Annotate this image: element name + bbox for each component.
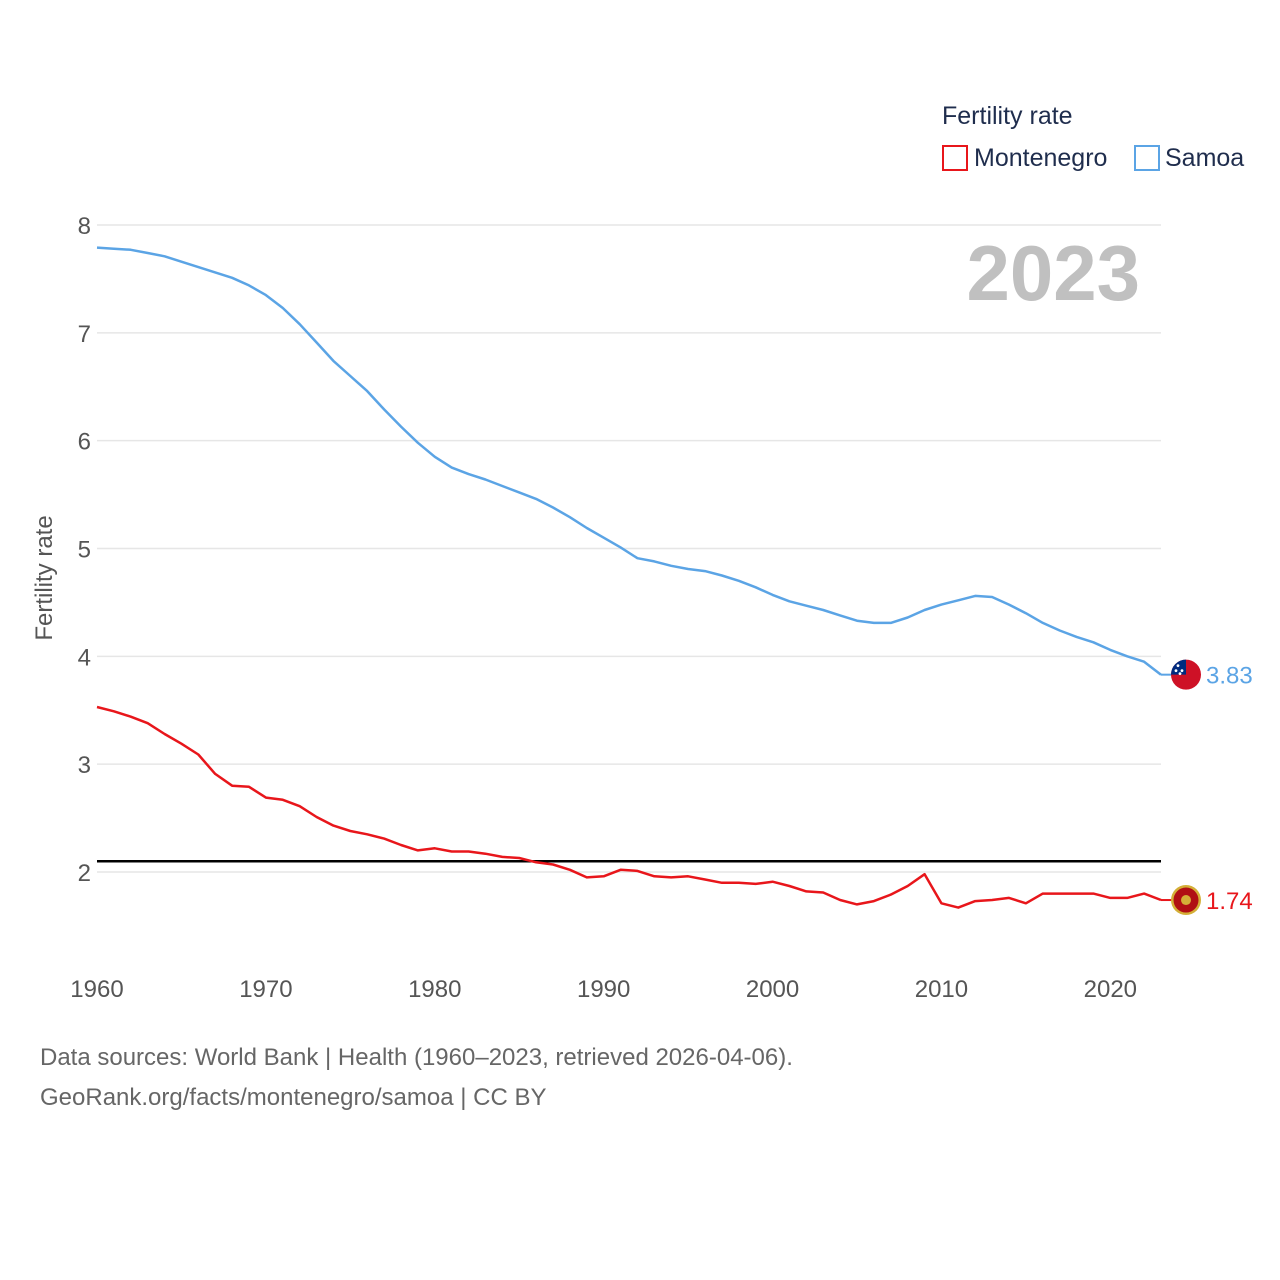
y-tick-label: 2: [78, 860, 91, 887]
grid-lines: [97, 224, 1161, 873]
x-tick-label: 1970: [239, 976, 292, 1003]
y-axis-title: Fertility rate: [31, 515, 58, 640]
data-sources-text: Data sources: World Bank | Health (1960–…: [40, 1044, 793, 1071]
x-tick-label: 2020: [1084, 976, 1137, 1003]
y-tick-label: 8: [78, 213, 91, 240]
y-tick-label: 4: [78, 644, 91, 671]
series-line-montenegro: [96, 705, 1162, 909]
y-tick-label: 7: [78, 321, 91, 348]
montenegro-flag: [1171, 885, 1201, 916]
fertility-chart: 2 3 4 5 6 7 8 1960 1970 1980 1990 2000 2010 2020 Fer…: [31, 102, 1253, 1003]
y-axis-ticks: 2 3 4 5 6 7 8: [78, 213, 91, 887]
credit-text: GeoRank.org/facts/montenegro/samoa | CC …: [40, 1084, 547, 1111]
legend-swatch-montenegro: [942, 145, 968, 171]
x-tick-label: 2010: [915, 976, 968, 1003]
legend: Fertility rate Montenegro Samoa: [942, 102, 1244, 172]
y-tick-label: 3: [78, 752, 91, 779]
legend-title: Fertility rate: [942, 102, 1073, 130]
legend-label-montenegro: Montenegro: [974, 144, 1107, 172]
x-tick-label: 1980: [408, 976, 461, 1003]
legend-swatch-samoa: [1134, 145, 1160, 171]
series-line-samoa: [96, 246, 1162, 676]
x-tick-label: 2000: [746, 976, 799, 1003]
x-axis-ticks: 1960 1970 1980 1990 2000 2010 2020: [70, 976, 1137, 1003]
x-tick-label: 1960: [70, 976, 123, 1003]
samoa-flag: [1171, 659, 1201, 690]
year-label: 2023: [966, 229, 1140, 317]
series-lines: [96, 246, 1162, 909]
end-markers: 1.74 3.83: [1161, 659, 1253, 916]
end-value-samoa: 3.83: [1206, 663, 1253, 690]
legend-label-samoa: Samoa: [1165, 144, 1244, 172]
y-tick-label: 6: [78, 429, 91, 456]
y-tick-label: 5: [78, 537, 91, 564]
end-value-montenegro: 1.74: [1206, 888, 1253, 915]
x-tick-label: 1990: [577, 976, 630, 1003]
